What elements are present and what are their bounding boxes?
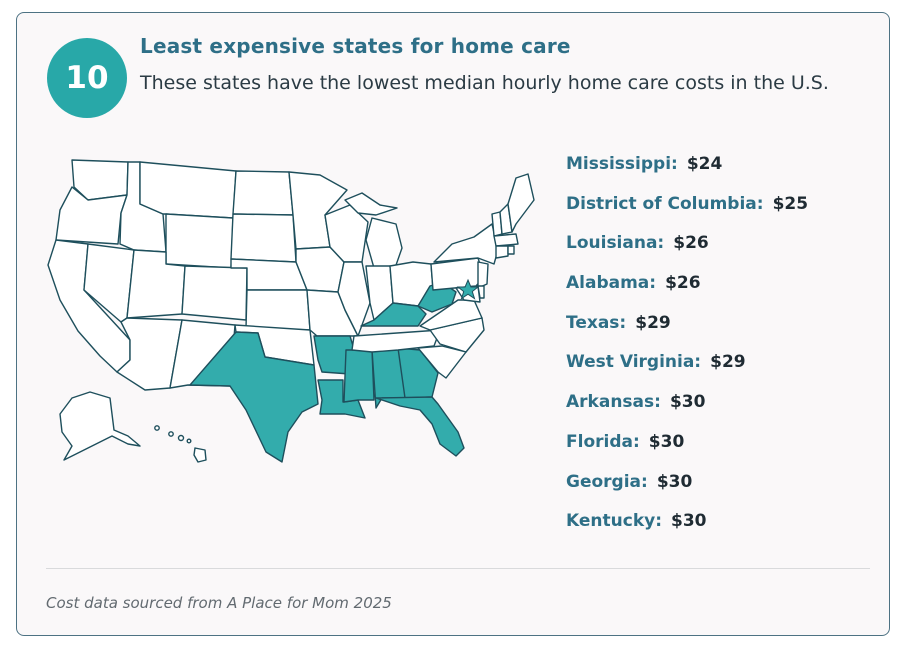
cost-list-item: Alabama: $26 (566, 273, 808, 313)
state-name: West Virginia: (566, 352, 702, 373)
source-footnote: Cost data sourced from A Place for Mom 2… (46, 594, 392, 612)
cost-list-item: Georgia: $30 (566, 472, 808, 512)
state-name: Mississippi: (566, 154, 678, 174)
state-alaska (59, 391, 141, 461)
state-michigan-upper (344, 192, 398, 216)
state-hawaii (154, 425, 207, 463)
cost-list-item: Texas: $29 (566, 313, 808, 353)
state-cost: $30 (669, 392, 706, 413)
state-name: District of Columbia: (566, 193, 764, 214)
card-title: Least expensive states for home care (140, 34, 571, 58)
state-name: Texas: (566, 312, 627, 333)
cost-list-item: West Virginia: $29 (566, 352, 808, 392)
state-name: Kentucky: (566, 511, 662, 532)
cost-list-item: Louisiana: $26 (566, 233, 808, 273)
state-cost: $29 (635, 312, 671, 333)
cost-list-item: Arkansas: $30 (566, 392, 808, 432)
state-cost: $26 (665, 273, 701, 294)
state-cost: $29 (710, 352, 746, 373)
state-montana (139, 161, 237, 219)
state-wyoming (165, 213, 234, 269)
cost-list-item: Florida: $30 (566, 432, 808, 472)
state-cost: $30 (648, 431, 685, 452)
state-cost: $25 (772, 193, 809, 214)
rank-badge: 10 (47, 38, 127, 118)
state-cost: $30 (671, 511, 707, 532)
state-rhode-island (507, 245, 515, 255)
state-north-dakota (232, 170, 294, 216)
state-texas (189, 331, 319, 463)
state-west-virginia (417, 281, 457, 313)
state-connecticut (495, 245, 509, 259)
state-new-jersey (477, 261, 489, 289)
state-name: Louisiana: (566, 233, 665, 254)
state-name: Arkansas: (566, 392, 661, 413)
state-cost: $26 (673, 233, 709, 254)
state-massachusetts (493, 233, 519, 247)
cost-list: Mississippi: $24 District of Columbia: $25 L… (566, 154, 808, 551)
state-maine (507, 173, 535, 233)
state-mississippi (343, 349, 375, 403)
state-cost: $24 (686, 154, 723, 174)
divider (46, 568, 870, 569)
state-south-dakota (230, 213, 297, 263)
state-name: Georgia: (566, 471, 648, 492)
dc-star-icon (456, 278, 480, 300)
state-cost: $30 (656, 471, 693, 492)
card-subtitle: These states have the lowest median hour… (140, 72, 829, 94)
state-colorado (181, 265, 248, 321)
cost-list-item: Mississippi: $24 (566, 154, 808, 194)
state-delaware (477, 285, 485, 299)
us-map (47, 159, 535, 463)
state-name: Alabama: (566, 273, 657, 294)
cost-list-item: Kentucky: $30 (566, 511, 808, 551)
state-florida (375, 396, 465, 457)
state-michigan (365, 217, 403, 269)
state-kansas (245, 289, 311, 331)
state-new-york (433, 223, 499, 265)
state-louisiana (317, 379, 366, 419)
state-oregon (55, 186, 128, 245)
state-name: Florida: (566, 431, 640, 452)
state-south-carolina (417, 345, 467, 379)
cost-list-item: District of Columbia: $25 (566, 194, 808, 234)
state-pennsylvania (430, 257, 485, 291)
